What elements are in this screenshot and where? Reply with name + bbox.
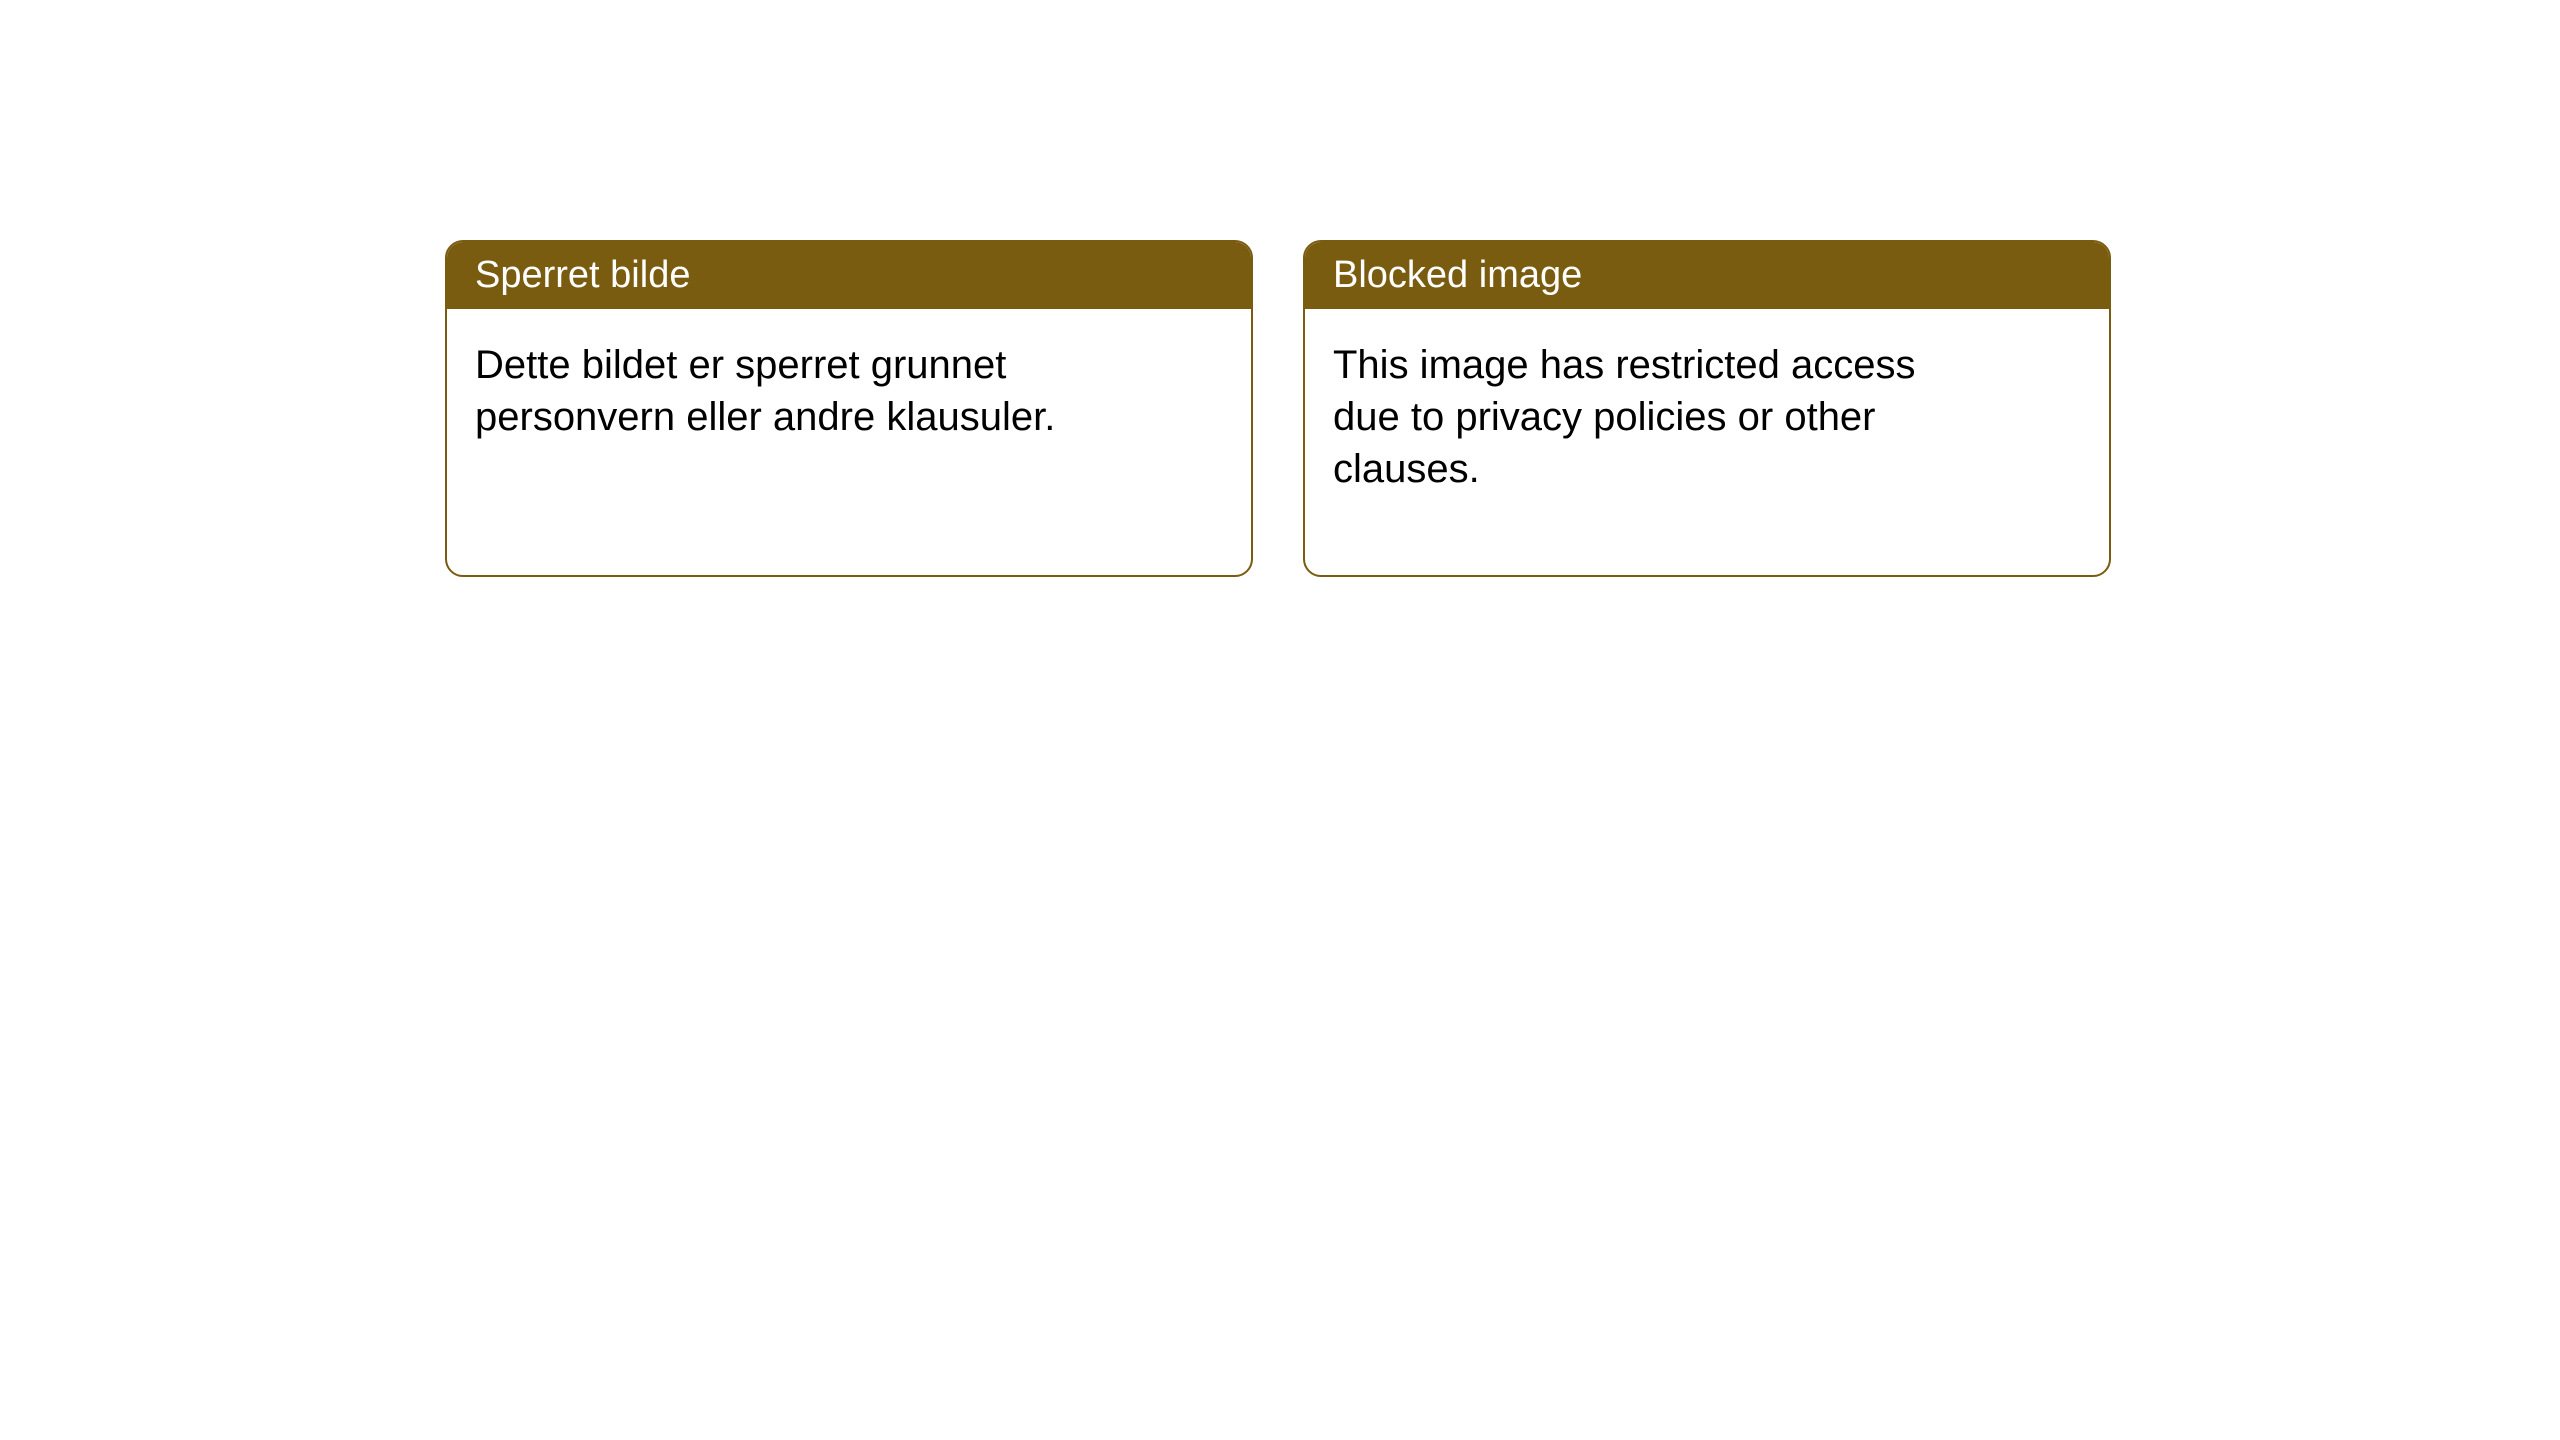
notice-title: Sperret bilde	[475, 254, 690, 296]
notice-header: Blocked image	[1305, 242, 2109, 309]
notice-header: Sperret bilde	[447, 242, 1251, 309]
notice-body: Dette bildet er sperret grunnet personve…	[447, 309, 1127, 523]
notice-text: Dette bildet er sperret grunnet personve…	[475, 343, 1055, 439]
notice-body: This image has restricted access due to …	[1305, 309, 1985, 575]
notice-text: This image has restricted access due to …	[1333, 343, 1915, 491]
notice-card-english: Blocked image This image has restricted …	[1303, 240, 2111, 577]
notice-card-norwegian: Sperret bilde Dette bildet er sperret gr…	[445, 240, 1253, 577]
notice-title: Blocked image	[1333, 254, 1582, 296]
notice-container: Sperret bilde Dette bildet er sperret gr…	[0, 0, 2560, 577]
